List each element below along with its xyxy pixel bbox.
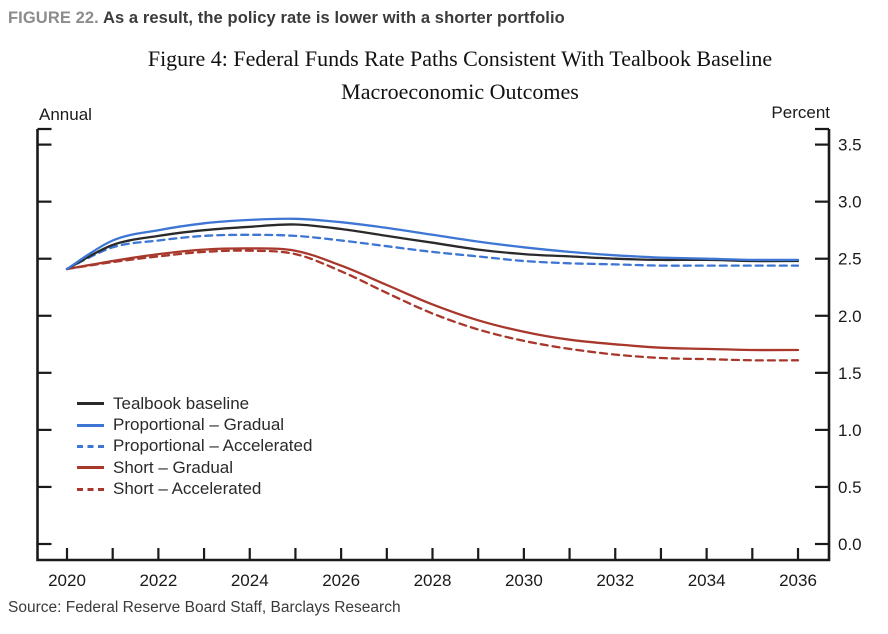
series-line-3 [65, 247, 800, 352]
series-line-2 [65, 233, 800, 271]
chart-title-line2: Macroeconomic Outcomes [341, 79, 579, 104]
left-axis-unit-label: Annual [39, 105, 92, 124]
x-tick-label: 2034 [688, 571, 726, 590]
chart-title-line1: Figure 4: Federal Funds Rate Paths Consi… [147, 46, 773, 71]
y-tick-label: 0.0 [838, 535, 862, 554]
y-tick-label: 2.0 [838, 307, 862, 326]
y-tick-label: 3.0 [838, 193, 862, 212]
y-tick-label: 0.5 [838, 478, 862, 497]
figure-number-label: FIGURE 22. [8, 9, 99, 27]
figure-caption: As a result, the policy rate is lower wi… [102, 9, 565, 27]
legend-item-short-gradual: Short – Gradual [77, 457, 312, 478]
y-tick-label: 1.0 [838, 421, 862, 440]
y-tick-label: 1.5 [838, 364, 862, 383]
y-tick-label: 2.5 [838, 250, 862, 269]
legend-item-proportional-gradual: Proportional – Gradual [77, 414, 312, 435]
legend-label: Proportional – Gradual [113, 415, 285, 435]
chart-legend: Tealbook baseline Proportional – Gradual… [77, 393, 312, 500]
legend-swatch-blue-solid [77, 423, 104, 427]
x-tick-label: 2032 [596, 571, 634, 590]
series-line-1 [65, 217, 800, 271]
figure-header: FIGURE 22. As a result, the policy rate … [8, 9, 880, 28]
legend-item-short-accelerated: Short – Accelerated [77, 479, 312, 500]
series-line-0 [65, 223, 800, 271]
x-tick-label: 2020 [48, 571, 86, 590]
legend-label: Proportional – Accelerated [113, 436, 313, 456]
legend-swatch-red-dashed [77, 487, 104, 491]
x-tick-label: 2028 [414, 571, 452, 590]
legend-label: Short – Gradual [113, 457, 234, 477]
series-line-4 [65, 249, 800, 362]
x-tick-label: 2036 [779, 571, 817, 590]
x-tick-label: 2026 [322, 571, 360, 590]
legend-label: Tealbook baseline [113, 393, 250, 413]
legend-swatch-red-solid [77, 466, 104, 470]
x-tick-label: 2030 [505, 571, 543, 590]
chart-title: Figure 4: Federal Funds Rate Paths Consi… [30, 42, 888, 108]
legend-item-proportional-accelerated: Proportional – Accelerated [77, 436, 312, 457]
x-tick-label: 2024 [231, 571, 269, 590]
right-axis-unit-label: Percent [771, 103, 830, 122]
legend-label: Short – Accelerated [113, 479, 262, 499]
x-tick-label: 2022 [139, 571, 177, 590]
y-tick-label: 3.5 [838, 136, 862, 155]
legend-swatch-black-solid [77, 402, 104, 406]
source-note: Source: Federal Reserve Board Staff, Bar… [8, 599, 401, 616]
legend-item-tealbook-baseline: Tealbook baseline [77, 393, 312, 414]
legend-swatch-blue-dashed [77, 444, 104, 448]
